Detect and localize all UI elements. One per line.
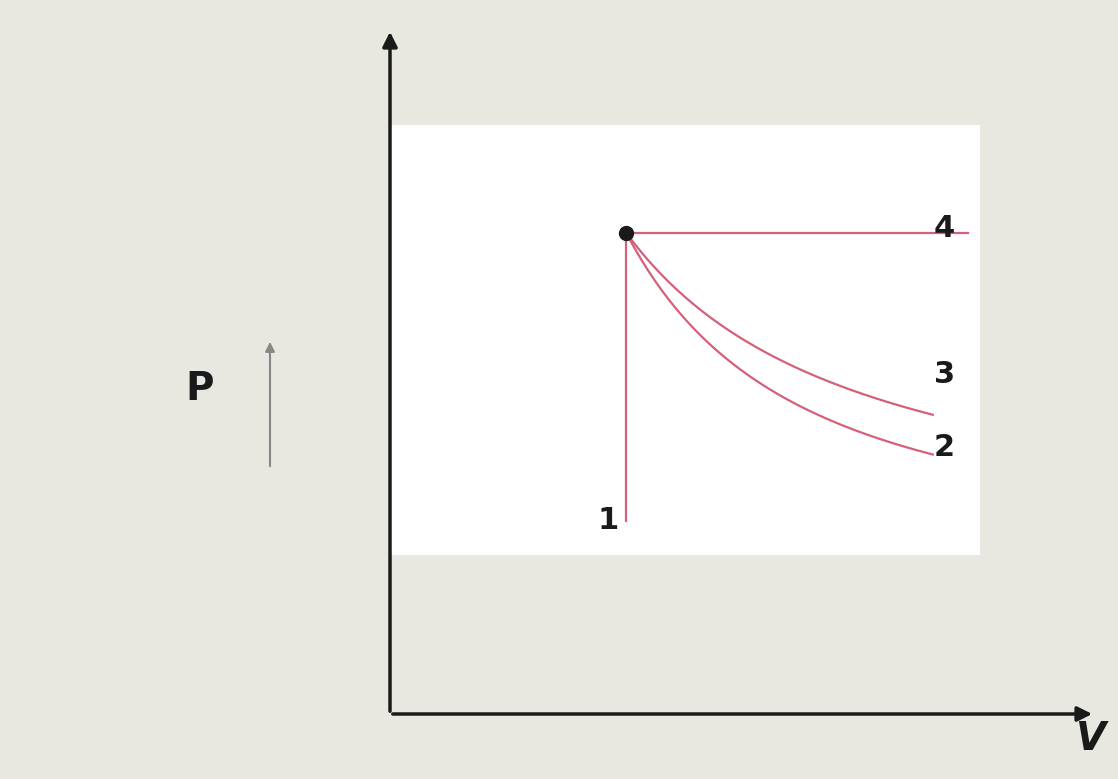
Bar: [390, 125, 980, 555]
Point: [617, 226, 635, 238]
Text: V: V: [1074, 720, 1105, 758]
Text: 3: 3: [934, 360, 955, 389]
Text: 2: 2: [934, 433, 955, 462]
Text: 1: 1: [598, 506, 619, 535]
Text: P: P: [186, 370, 215, 408]
Text: 4: 4: [934, 213, 955, 243]
